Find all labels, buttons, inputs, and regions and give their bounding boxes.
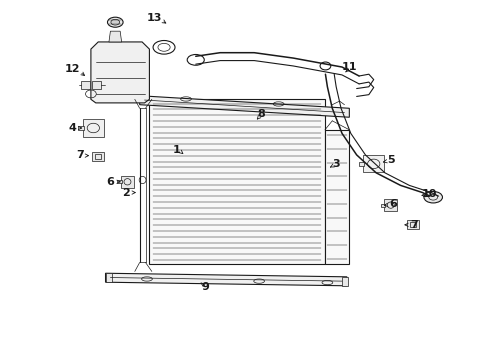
Text: 10: 10 (421, 189, 437, 199)
Bar (380, 204, 384, 207)
Text: 7: 7 (409, 220, 417, 230)
Polygon shape (384, 199, 396, 211)
Text: 5: 5 (386, 155, 394, 165)
Text: 1: 1 (172, 144, 180, 154)
Polygon shape (91, 42, 149, 103)
Text: 7: 7 (76, 150, 83, 160)
Polygon shape (109, 31, 122, 42)
Bar (92, 81, 101, 89)
Polygon shape (325, 130, 348, 264)
Bar (81, 81, 90, 89)
Bar (117, 180, 122, 183)
Text: 6: 6 (388, 199, 396, 210)
Polygon shape (105, 273, 112, 282)
Polygon shape (140, 96, 348, 117)
Bar (409, 222, 415, 227)
Text: 3: 3 (332, 159, 339, 169)
Text: 9: 9 (201, 282, 209, 292)
Bar (358, 162, 364, 166)
Bar (83, 120, 103, 136)
Text: 2: 2 (122, 188, 130, 198)
Text: 8: 8 (257, 109, 265, 119)
Ellipse shape (423, 192, 442, 203)
Bar (78, 126, 84, 130)
Bar (92, 152, 104, 161)
Polygon shape (149, 99, 325, 264)
Text: 4: 4 (69, 123, 77, 133)
Bar (363, 155, 383, 172)
Ellipse shape (107, 17, 123, 27)
Polygon shape (121, 176, 134, 188)
Text: 11: 11 (341, 62, 356, 72)
Bar (406, 220, 418, 229)
Polygon shape (105, 273, 346, 286)
Text: 6: 6 (106, 177, 114, 187)
Text: 12: 12 (65, 64, 81, 74)
Polygon shape (341, 277, 347, 286)
Text: 13: 13 (146, 13, 162, 23)
Bar (95, 154, 101, 159)
Ellipse shape (111, 19, 120, 25)
